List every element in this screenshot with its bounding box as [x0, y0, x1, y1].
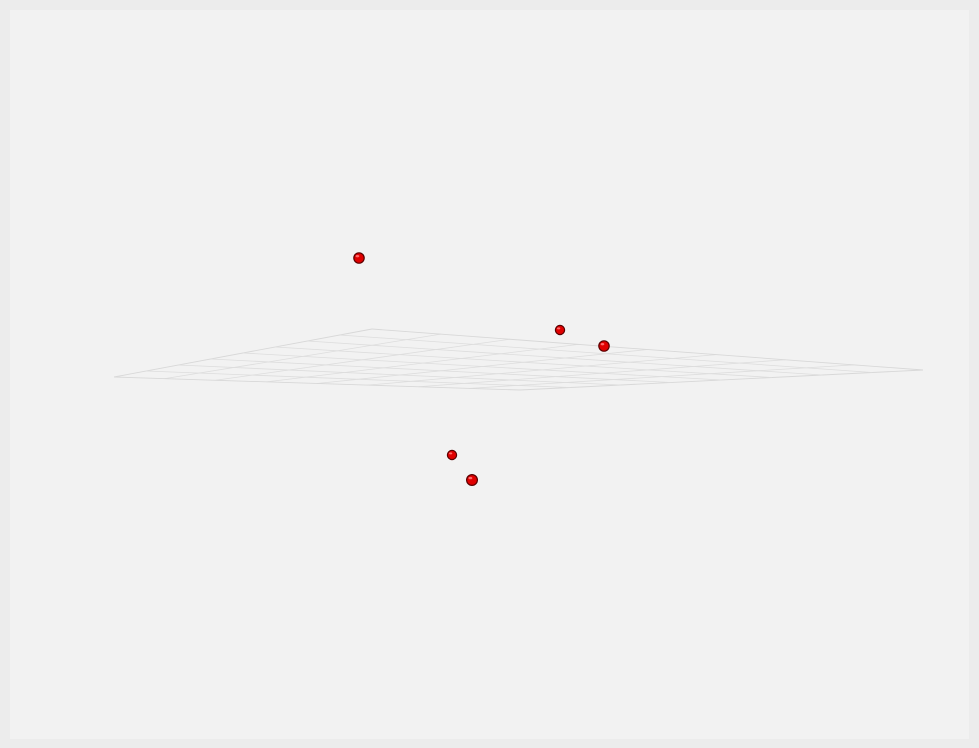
marker-sphere[interactable]: [446, 449, 458, 461]
grid-line: [113, 376, 521, 391]
grid-line: [307, 340, 823, 376]
grid-line: [242, 352, 722, 381]
grid-line: [371, 328, 924, 371]
scene-marker[interactable]: [598, 340, 610, 352]
marker-highlight: [449, 452, 453, 455]
scene-marker[interactable]: [466, 474, 479, 487]
grid-line: [178, 364, 621, 386]
marker-sphere[interactable]: [466, 474, 479, 487]
marker-highlight: [557, 327, 561, 330]
marker-sphere[interactable]: [554, 324, 566, 336]
grid-line: [339, 334, 873, 373]
marker-highlight: [355, 255, 360, 258]
grid-line: [210, 358, 672, 383]
scene-svg[interactable]: [10, 10, 969, 739]
marker-sphere[interactable]: [353, 252, 365, 264]
scene-marker[interactable]: [353, 252, 365, 264]
ground-grid: [113, 328, 924, 391]
marker-highlight: [468, 476, 473, 480]
3d-canvas[interactable]: [10, 10, 969, 739]
marker-highlight: [600, 343, 605, 346]
marker-layer: [353, 252, 610, 487]
grid-line: [275, 346, 772, 378]
scene-marker[interactable]: [554, 324, 566, 336]
scene-marker[interactable]: [446, 449, 458, 461]
grid-line: [146, 370, 571, 388]
marker-sphere[interactable]: [598, 340, 610, 352]
